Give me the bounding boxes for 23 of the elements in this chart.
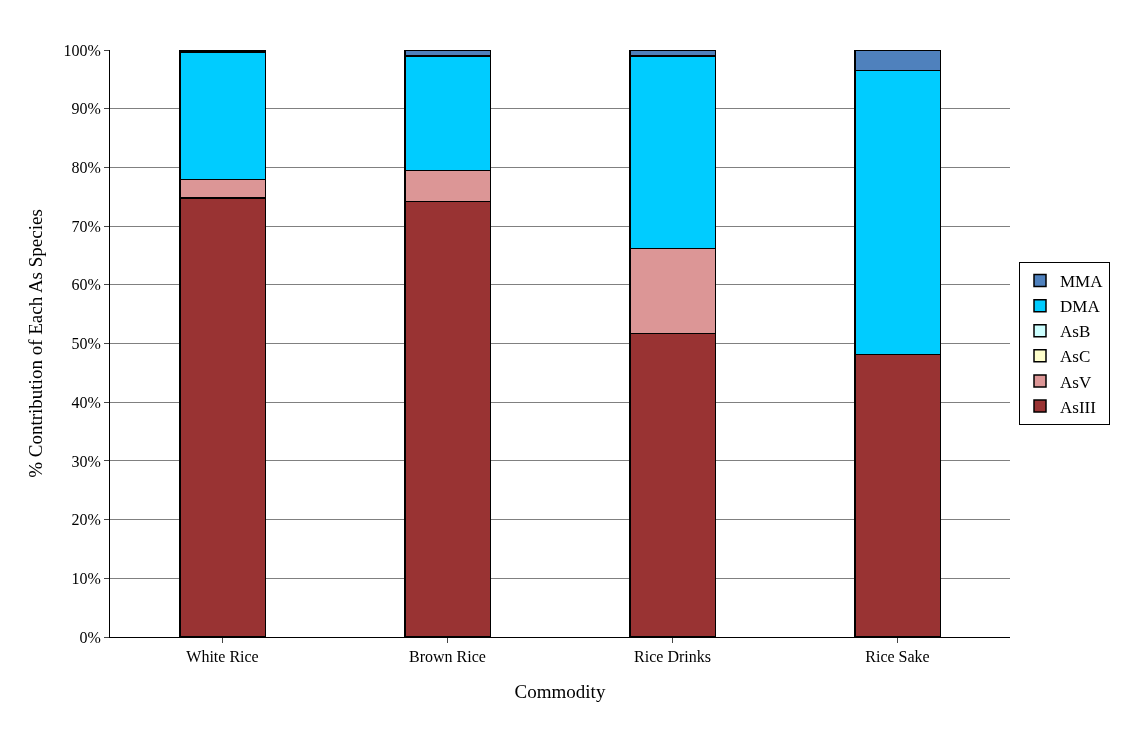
legend-label: DMA (1060, 297, 1101, 317)
legend-label: AsB (1060, 322, 1091, 342)
legend-label: AsC (1060, 347, 1091, 367)
legend-label: AsIII (1060, 397, 1097, 417)
x-tick-label: Rice Drinks (634, 648, 711, 666)
y-tick-label: 100% (63, 41, 101, 59)
y-tick-label: 30% (71, 452, 101, 470)
y-tick-label: 50% (71, 335, 101, 353)
y-tick-label: 60% (71, 276, 101, 294)
y-axis-title: % Contribution of Each As Species (25, 209, 47, 478)
x-tick-label: White Rice (186, 648, 259, 666)
y-tick-label: 70% (71, 217, 101, 235)
legend-label: AsV (1060, 372, 1092, 392)
y-tick-label: 10% (71, 569, 101, 587)
y-tick-label: 90% (71, 100, 101, 118)
y-tick-label: 80% (71, 159, 101, 176)
legend-label: MMA (1060, 272, 1104, 292)
y-tick-label: 0% (79, 628, 101, 646)
x-axis-title: Commodity (514, 681, 606, 702)
y-tick-label: 20% (71, 511, 101, 529)
y-tick-label: 40% (71, 393, 101, 411)
x-tick-label: Brown Rice (409, 648, 486, 666)
x-tick-label: Rice Sake (865, 648, 930, 666)
